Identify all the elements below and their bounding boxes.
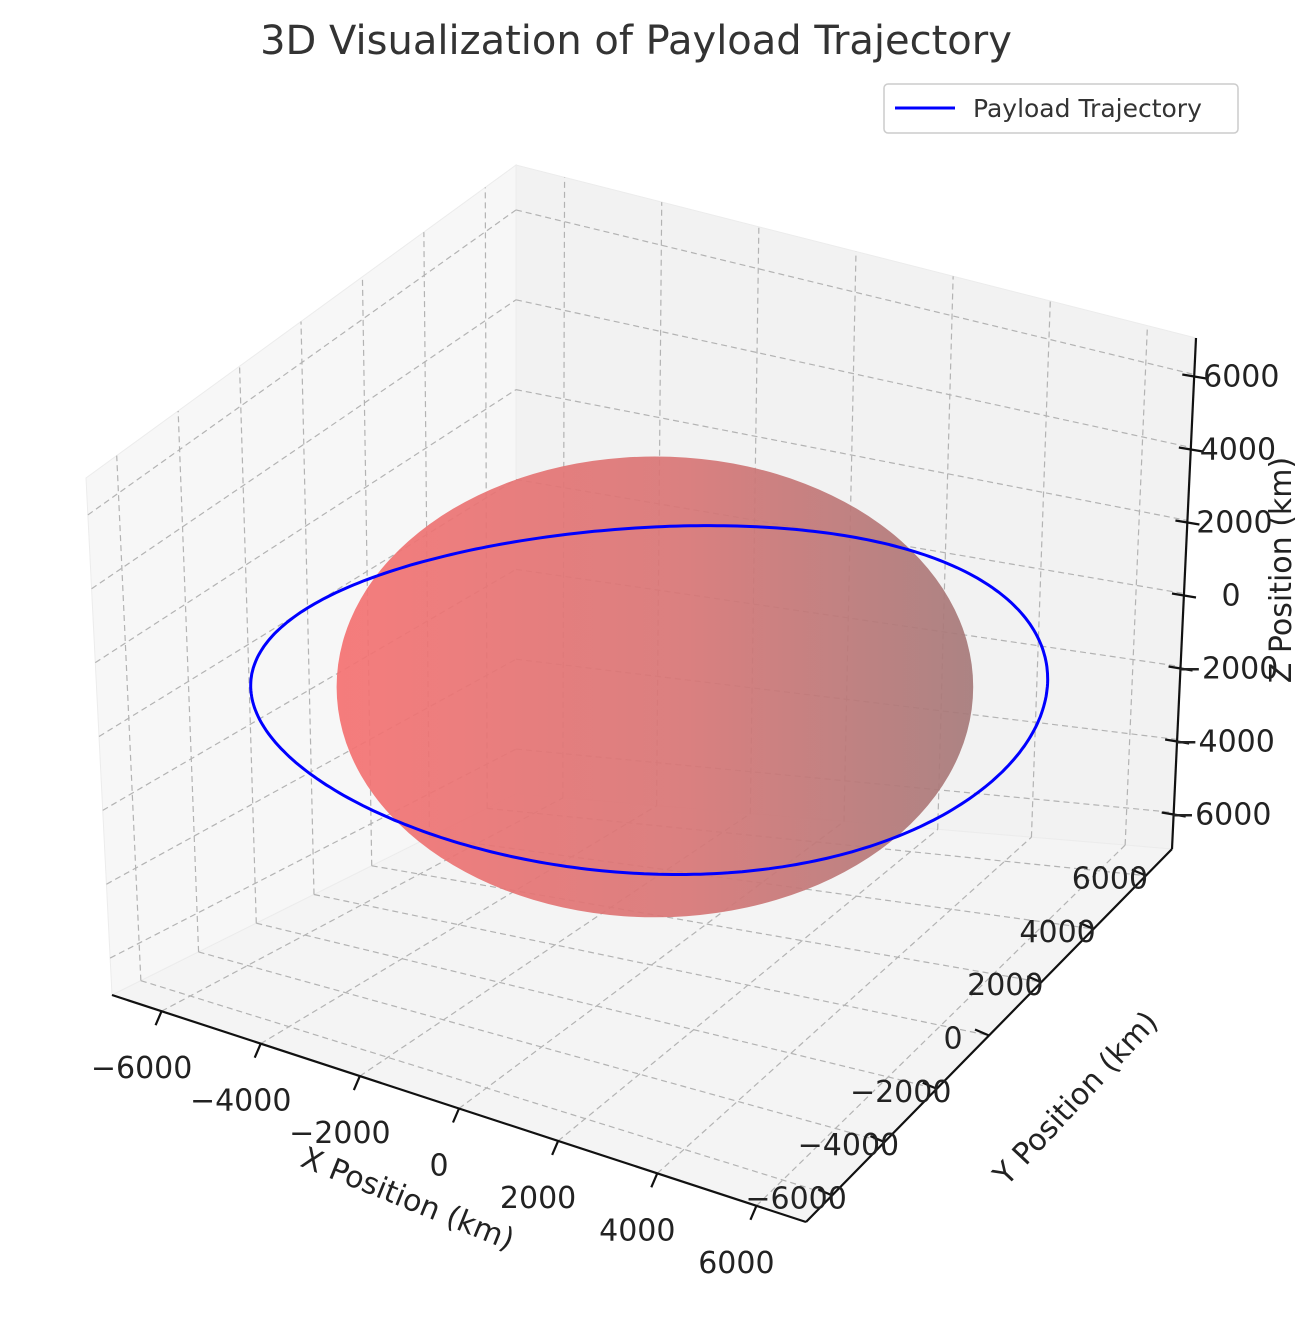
y-axis-label: Y Position (km) [986, 1005, 1165, 1194]
x-tick-label: 4000 [599, 1213, 675, 1248]
x-tick-mark [749, 1205, 758, 1221]
sphere-layer [336, 456, 974, 918]
legend: Payload Trajectory [883, 83, 1239, 134]
x-tick-mark [154, 1010, 163, 1026]
x-tick-mark [352, 1075, 361, 1091]
y-tick-mark [1079, 921, 1095, 930]
z-tick-mark [1175, 519, 1200, 526]
y-tick-label: −2000 [850, 1075, 951, 1110]
y-tick-label: 2000 [967, 968, 1043, 1003]
grid-line-x-floor [756, 844, 1126, 1207]
y-tick-mark [922, 1081, 938, 1090]
x-tick-mark [253, 1043, 262, 1059]
z-tick-label: 0 [1221, 579, 1240, 614]
chart-title: 3D Visualization of Payload Trajectory [260, 18, 1012, 64]
axes-layer: −6000−4000−20000200040006000−6000−4000−2… [91, 337, 1279, 1281]
grid-line-y-floor [198, 951, 885, 1143]
trajectory-line [249, 524, 1050, 876]
y-tick-mark [817, 1188, 833, 1197]
grid-line-z-back [515, 389, 1188, 522]
x-tick-label: −6000 [91, 1051, 192, 1086]
z-axis-label: Z Position (km) [1264, 457, 1299, 683]
z-tick-mark [1164, 738, 1190, 745]
y-tick-label: −6000 [745, 1181, 846, 1216]
series-layer [249, 524, 1050, 876]
x-tick-mark [650, 1172, 659, 1188]
x-axis-label: X Position (km) [296, 1141, 519, 1258]
earth-sphere [336, 456, 974, 918]
y-tick-mark [1131, 868, 1147, 877]
grid-line-x-back [1124, 325, 1149, 846]
grid-line-z-side [106, 658, 517, 885]
y-tick-label: 0 [943, 1022, 962, 1057]
grid-line-y-floor [140, 980, 833, 1196]
z-tick-mark [1182, 373, 1207, 380]
grid-line-y-floor [256, 922, 937, 1090]
z-axis-line [1170, 337, 1198, 850]
grid-line-z-side [87, 209, 517, 516]
y-tick-mark [869, 1135, 885, 1144]
z-tick-label: −6000 [1170, 798, 1271, 833]
x-tick-label: 2000 [500, 1181, 576, 1216]
grid-line-z-side [94, 389, 517, 664]
z-tick-mark [1168, 665, 1193, 672]
x-tick-mark [551, 1140, 560, 1156]
z-tick-label: −4000 [1173, 725, 1274, 760]
grid-line-y-side [300, 321, 315, 895]
y-tick-label: 4000 [1019, 915, 1095, 950]
y-tick-label: 6000 [1072, 862, 1148, 897]
z-tick-label: −2000 [1177, 652, 1278, 687]
z-tick-mark [1178, 446, 1204, 453]
x-tick-label: 6000 [698, 1246, 774, 1281]
legend-box [883, 83, 1239, 134]
grid-line-z-back [515, 209, 1195, 376]
x-tick-label: −2000 [289, 1116, 390, 1151]
z-tick-mark [1161, 811, 1186, 818]
y-tick-mark [974, 1028, 990, 1037]
grid-line-y-floor [371, 865, 1042, 983]
z-tick-mark [1171, 592, 1197, 599]
z-tick-label: 6000 [1203, 360, 1279, 395]
legend-label: Payload Trajectory [973, 94, 1202, 123]
x-tick-label: 0 [429, 1149, 448, 1184]
grid-line-x-floor [161, 797, 564, 1012]
x-tick-label: −4000 [190, 1084, 291, 1119]
x-tick-mark [451, 1108, 461, 1123]
y-tick-label: −4000 [798, 1128, 899, 1163]
z-tick-label: 2000 [1196, 506, 1272, 541]
grid-line-z-back [515, 299, 1191, 449]
grid-line-y-floor [313, 893, 990, 1037]
grid-line-y-side [238, 366, 257, 924]
grid-line-z-side [91, 299, 517, 590]
z-tick-label: 4000 [1200, 433, 1276, 468]
y-tick-mark [1026, 975, 1042, 984]
